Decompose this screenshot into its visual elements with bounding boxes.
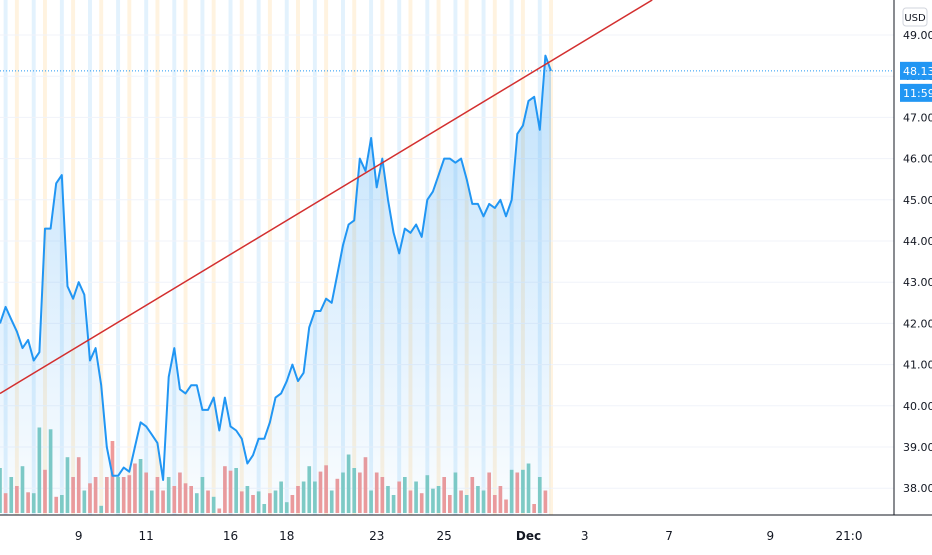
x-tick-label: 9 — [766, 529, 774, 543]
countdown-badge — [900, 83, 932, 102]
x-tick-label: 9 — [75, 529, 83, 543]
y-tick-label: 38.00 — [903, 482, 932, 495]
currency-button[interactable] — [902, 7, 928, 27]
session-shade-band — [324, 0, 329, 515]
session-shade-band — [116, 0, 121, 515]
y-tick-label: 45.00 — [903, 194, 932, 207]
x-tick-label: 11 — [139, 529, 154, 543]
x-tick-label: Dec — [516, 529, 541, 543]
session-shade-band — [284, 0, 289, 515]
y-tick-label: 44.00 — [903, 235, 932, 248]
x-tick-label: 16 — [223, 529, 238, 543]
session-shade-band — [267, 0, 272, 515]
x-tick-label: 21:0 — [836, 529, 863, 543]
session-shade-band — [296, 0, 300, 515]
y-tick-label: 47.00 — [903, 111, 932, 124]
session-shade-band — [549, 0, 553, 515]
x-tick-label: 18 — [279, 529, 294, 543]
y-tick-label: 42.00 — [903, 317, 932, 330]
session-shade-band — [200, 0, 205, 515]
currency-label: USD — [904, 13, 926, 24]
session-shade-band — [256, 0, 261, 515]
x-tick-label: 23 — [369, 529, 384, 543]
session-shade-band — [211, 0, 216, 515]
session-shade-band — [155, 0, 160, 515]
x-tick-label: 25 — [437, 529, 452, 543]
x-axis: 9 11 16 18 23 25 Dec 3 7 9 21:0 — [0, 514, 932, 543]
session-shade-band — [31, 0, 36, 515]
price-area — [0, 54, 894, 515]
session-shade-band — [3, 0, 8, 515]
last-price-label: 48.13 — [903, 65, 932, 78]
session-shade-band — [239, 0, 244, 515]
session-shade-band — [312, 0, 317, 515]
last-price-badge — [900, 61, 932, 80]
y-tick-label: 39.00 — [903, 441, 932, 454]
countdown-label: 11:59 — [903, 87, 932, 100]
y-tick-label: 49.00 — [903, 29, 932, 42]
session-shade-band — [183, 0, 188, 515]
session-shade-band — [228, 0, 233, 515]
x-tick-label: 7 — [665, 529, 673, 543]
session-shade-band — [99, 0, 104, 515]
session-shade-band — [127, 0, 132, 515]
trendline[interactable] — [0, 0, 653, 395]
trendline-layer — [0, 0, 653, 395]
session-shade-band — [172, 0, 177, 515]
y-tick-label: 46.00 — [903, 153, 932, 166]
session-shade-band — [71, 0, 76, 515]
session-shade-band — [144, 0, 149, 515]
y-tick-label: 43.00 — [903, 276, 932, 289]
price-line[interactable] — [0, 54, 552, 481]
y-tick-label: 40.00 — [903, 400, 932, 413]
price-badges: USD 48.13 11:59 — [900, 7, 932, 102]
session-shade-band — [87, 0, 92, 515]
session-shade-band — [14, 0, 19, 515]
price-area-fill — [0, 55, 551, 515]
x-tick-label: 3 — [581, 529, 589, 543]
y-tick-label: 41.00 — [903, 359, 932, 372]
